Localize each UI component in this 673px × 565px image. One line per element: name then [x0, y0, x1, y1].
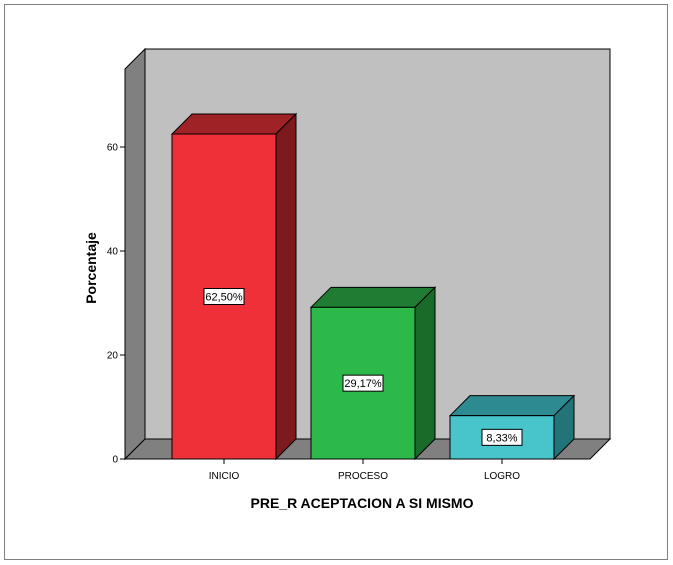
- bars: 62,50% 29,17% 8,33%: [170, 112, 576, 461]
- bar-top-face: [309, 286, 437, 308]
- bar-proceso: 29,17%: [309, 286, 437, 461]
- data-label-box: [203, 288, 245, 305]
- bar-top-face: [170, 113, 298, 135]
- x-axis-categories: INICIO PROCESO LOGRO: [209, 459, 520, 482]
- bar-inicio: 62,50%: [170, 112, 298, 461]
- side-wall: [124, 47, 146, 461]
- y-tick-label: 60: [107, 143, 119, 154]
- data-label: 8,33%: [486, 432, 517, 444]
- data-label-box: [481, 428, 523, 446]
- data-label: 29,17%: [344, 378, 382, 390]
- bar-side-face: [275, 112, 297, 461]
- x-axis-title: PRE_R ACEPTACION A SI MISMO: [251, 495, 474, 511]
- data-label-box: [342, 374, 384, 392]
- x-tick-label: LOGRO: [484, 471, 520, 482]
- y-tick-label: 0: [112, 455, 118, 466]
- y-tick-label: 20: [107, 351, 119, 362]
- x-tick-label: PROCESO: [338, 471, 388, 482]
- y-tick-label: 40: [107, 247, 119, 258]
- x-tick-label: INICIO: [209, 471, 240, 482]
- bar-side-face: [414, 286, 436, 461]
- y-axis-title: Porcentaje: [83, 232, 99, 304]
- y-axis: 0 20 40 60: [107, 143, 125, 466]
- bar-logro: 8,33%: [448, 394, 576, 461]
- bar-top-face: [448, 395, 576, 417]
- data-label: 62,50%: [205, 292, 243, 304]
